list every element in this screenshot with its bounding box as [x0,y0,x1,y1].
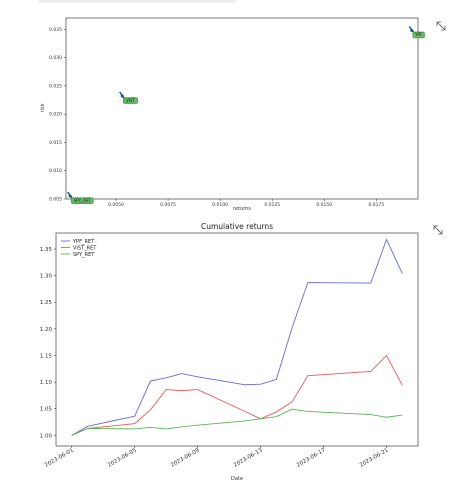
y-tick-label: 1.05 [40,407,53,413]
y-tick-label: 0.030 [49,55,62,61]
x-tick-label: 0.0050 [108,202,124,208]
legend-label: VIST_RET [73,245,97,251]
x-tick-label: 0.0100 [212,202,228,208]
point-label-box [412,31,425,39]
line-chart-title: Cumulative returns [201,222,273,231]
point-label-box [122,97,138,104]
legend-label: YPF_RET [72,239,95,245]
point-label-box [70,197,94,204]
top-strip [38,0,236,3]
x-tick-label: 2023-06-21 [359,448,390,469]
expand-icon[interactable] [433,225,443,235]
line-chart: Cumulative returns 2023-06-01 2023-06-05 2… [40,222,443,482]
point-label: YPF [414,32,423,37]
point-label: SPY_RET [74,198,92,203]
y-tick-label: 1.00 [40,433,53,439]
y-tick-label: 1.20 [40,327,53,333]
series-line [71,354,403,436]
series-line [71,408,403,436]
series-line [71,238,403,436]
y-tick-label: 0.015 [49,140,62,146]
expand-icon[interactable] [436,21,446,31]
x-tick-label: 0.0125 [264,202,280,208]
point-label: VIST [126,98,135,103]
line-plot-area [55,232,419,447]
legend-label: SPY_RET [73,252,95,258]
annotation-arrow [67,191,73,199]
x-tick-label: 2023-06-01 [44,448,75,469]
line-series [71,238,403,436]
x-tick-label: 0.0075 [160,202,176,208]
y-tick-label: 1.35 [40,247,53,253]
y-tick-label: 1.10 [40,380,53,386]
x-tick-label: 2023-06-09 [170,447,201,468]
y-tick-label: 0.005 [49,197,62,203]
scatter-y-label: risk [40,103,46,112]
y-tick-label: 0.025 [49,83,62,89]
y-tick-label: 0.010 [49,168,62,174]
line-x-label: Date [231,476,243,482]
x-tick-label: 2023-06-05 [107,447,138,468]
y-tick-label: 1.25 [40,300,53,306]
y-tick-label: 0.020 [49,112,62,118]
scatter-points: SPY_RET VIST YPF [67,26,425,204]
annotation-arrow [408,26,415,33]
x-tick-label: 0.0175 [368,202,384,208]
scatter-plot-area [65,17,419,200]
y-tick-label: 0.035 [49,27,62,33]
scatter-x-label: returns [233,206,251,212]
y-tick-label: 1.15 [40,353,53,359]
x-tick-label: 2023-06-13 [233,447,264,468]
x-tick-label: 2023-06-17 [296,447,327,468]
y-tick-label: 1.30 [40,274,53,280]
scatter-ticks: 0.0050 0.0075 0.0100 0.0125 0.0150 0.0175 0.00… [49,27,384,208]
x-tick-label: 0.0150 [316,202,332,208]
scatter-chart: 0.0050 0.0075 0.0100 0.0125 0.0150 0.0175 0.00… [40,17,446,212]
annotation-arrow [119,91,125,99]
